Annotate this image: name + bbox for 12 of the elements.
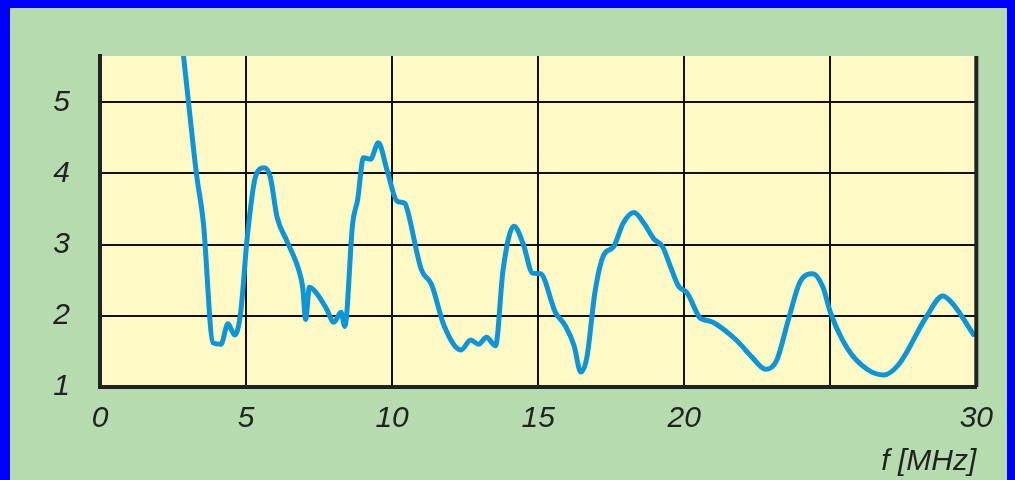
y-tick-label: 4 [53,154,70,188]
x-tick-label: 10 [375,400,410,434]
x-tick-label: 20 [666,400,702,434]
y-tick-label: 1 [53,368,70,402]
y-tick-label: 2 [52,297,71,331]
x-tick-label: 30 [959,400,994,434]
x-tick-label: 5 [237,400,255,434]
y-tick-label: 5 [53,83,71,117]
y-tick-label: 3 [53,225,71,259]
x-tick-label: 0 [91,400,109,434]
x-axis-title: f [MHz] [881,443,977,477]
x-tick-label: 15 [521,400,556,434]
